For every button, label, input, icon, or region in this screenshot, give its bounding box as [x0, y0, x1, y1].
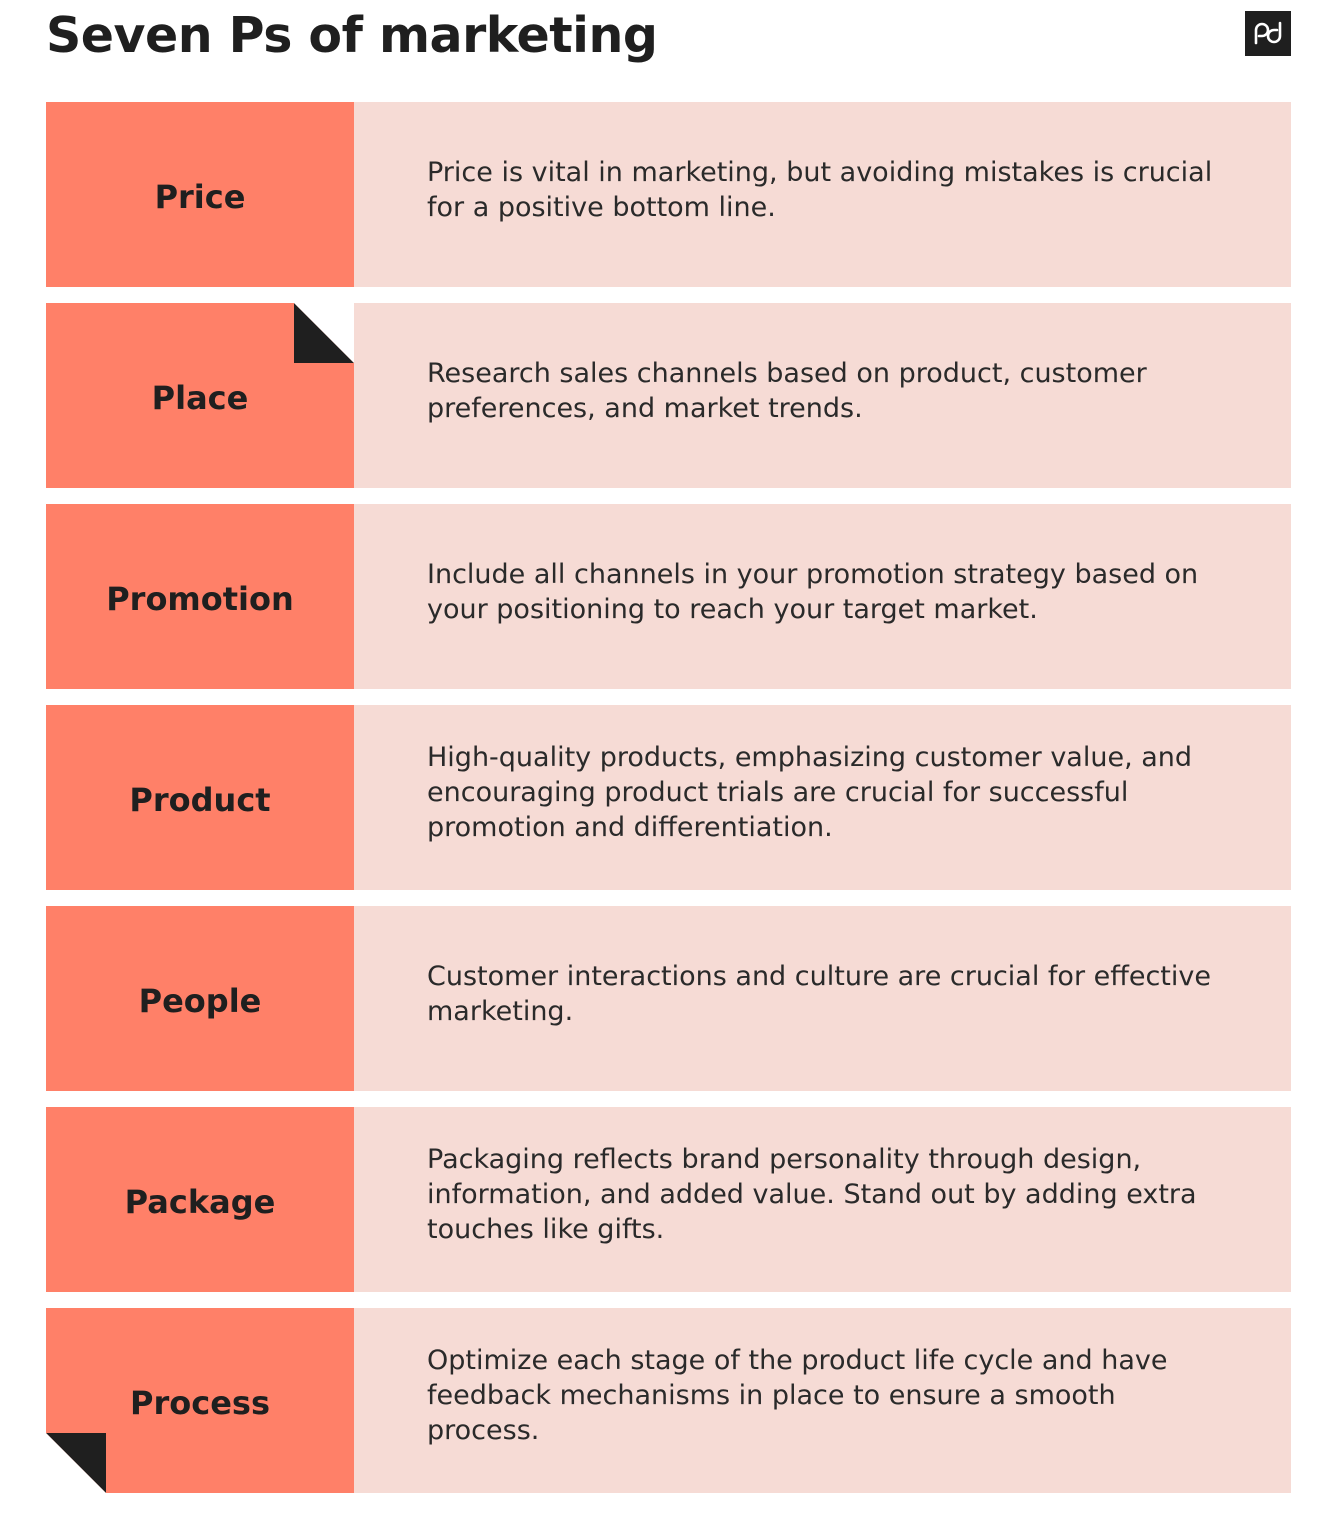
item-description: Packaging reflects brand personality thr… — [427, 1144, 1197, 1245]
item-label: Process — [130, 1383, 270, 1422]
item-label-cell: Process — [46, 1308, 354, 1493]
item-description: High-quality products, emphasizing custo… — [427, 742, 1193, 843]
list-item: Package Packaging reflects brand persona… — [46, 1107, 1291, 1292]
list-item: Product High-quality products, emphasizi… — [46, 705, 1291, 890]
list-item: Place Research sales channels based on p… — [46, 303, 1291, 488]
item-description-cell: Customer interactions and culture are cr… — [354, 906, 1291, 1091]
list-item: Process Optimize each stage of the produ… — [46, 1308, 1291, 1493]
page-title: Seven Ps of marketing — [46, 7, 658, 64]
item-description: Include all channels in your promotion s… — [427, 558, 1199, 625]
marketing-ps-list: Price Price is vital in marketing, but a… — [46, 102, 1291, 1493]
item-description-cell: High-quality products, emphasizing custo… — [354, 705, 1291, 890]
item-label-cell: Place — [46, 303, 354, 488]
item-description-cell: Price is vital in marketing, but avoidin… — [354, 102, 1291, 287]
item-description: Optimize each stage of the product life … — [427, 1345, 1168, 1446]
item-description: Customer interactions and culture are cr… — [427, 960, 1211, 1027]
item-description: Price is vital in marketing, but avoidin… — [427, 156, 1213, 223]
list-item: Promotion Include all channels in your p… — [46, 504, 1291, 689]
item-label-cell: Product — [46, 705, 354, 890]
item-label-cell: Package — [46, 1107, 354, 1292]
item-label-cell: Promotion — [46, 504, 354, 689]
folded-corner-icon — [294, 303, 354, 363]
item-label-cell: Price — [46, 102, 354, 287]
item-label: Price — [154, 177, 246, 216]
item-description: Research sales channels based on product… — [427, 357, 1147, 424]
item-description-cell: Research sales channels based on product… — [354, 303, 1291, 488]
item-description-cell: Include all channels in your promotion s… — [354, 504, 1291, 689]
item-label-cell: People — [46, 906, 354, 1091]
pd-logo-icon — [1245, 11, 1291, 56]
list-item: People Customer interactions and culture… — [46, 906, 1291, 1091]
item-label: People — [138, 981, 262, 1020]
item-label: Place — [151, 378, 249, 417]
item-label: Package — [124, 1182, 276, 1221]
item-description-cell: Optimize each stage of the product life … — [354, 1308, 1291, 1493]
folded-corner-icon — [46, 1433, 106, 1493]
item-description-cell: Packaging reflects brand personality thr… — [354, 1107, 1291, 1292]
list-item: Price Price is vital in marketing, but a… — [46, 102, 1291, 287]
item-label: Product — [129, 780, 271, 819]
item-label: Promotion — [106, 579, 294, 618]
